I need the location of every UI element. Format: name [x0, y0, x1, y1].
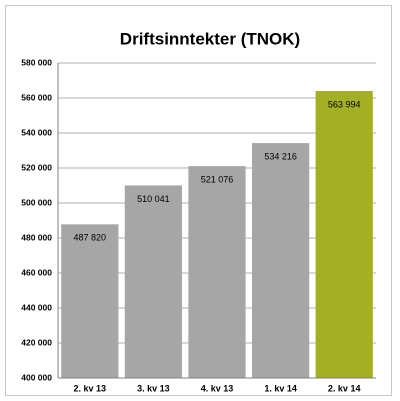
y-tick-label: 580 000	[21, 57, 52, 67]
value-label: 487 820	[74, 233, 107, 243]
bar	[315, 91, 373, 378]
value-label: 563 994	[328, 99, 361, 109]
y-tick-label: 440 000	[21, 302, 52, 312]
bar	[124, 185, 183, 378]
x-tick-label: 4. kv 13	[201, 383, 234, 393]
y-tick-label: 480 000	[21, 232, 52, 242]
x-tick-label: 1. kv 14	[264, 383, 297, 393]
y-tick-label: 520 000	[21, 162, 52, 172]
x-tick-label: 3. kv 13	[137, 383, 170, 393]
bar	[61, 224, 119, 378]
bar	[188, 166, 246, 378]
y-tick-label: 500 000	[21, 197, 52, 207]
x-tick-label: 2. kv 14	[328, 383, 361, 393]
y-tick-label: 420 000	[21, 337, 52, 347]
y-tick-label: 560 000	[21, 92, 52, 102]
x-tick-label: 2. kv 13	[74, 383, 107, 393]
chart-title: Driftsinntekter (TNOK)	[120, 29, 300, 48]
bar	[251, 143, 310, 378]
y-tick-label: 460 000	[21, 267, 52, 277]
value-label: 521 076	[201, 174, 234, 184]
y-tick-label: 400 000	[21, 372, 52, 382]
y-tick-label: 540 000	[21, 127, 52, 137]
value-label: 510 041	[137, 194, 170, 204]
value-label: 534 216	[264, 151, 297, 161]
